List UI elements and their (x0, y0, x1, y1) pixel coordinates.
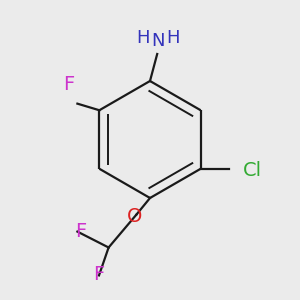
Text: H: H (166, 29, 179, 47)
Text: F: F (63, 75, 74, 94)
Text: N: N (152, 32, 165, 50)
Text: O: O (127, 207, 142, 226)
Text: H: H (137, 29, 150, 47)
Text: Cl: Cl (243, 161, 262, 180)
Text: F: F (75, 222, 86, 241)
Text: F: F (93, 265, 104, 284)
